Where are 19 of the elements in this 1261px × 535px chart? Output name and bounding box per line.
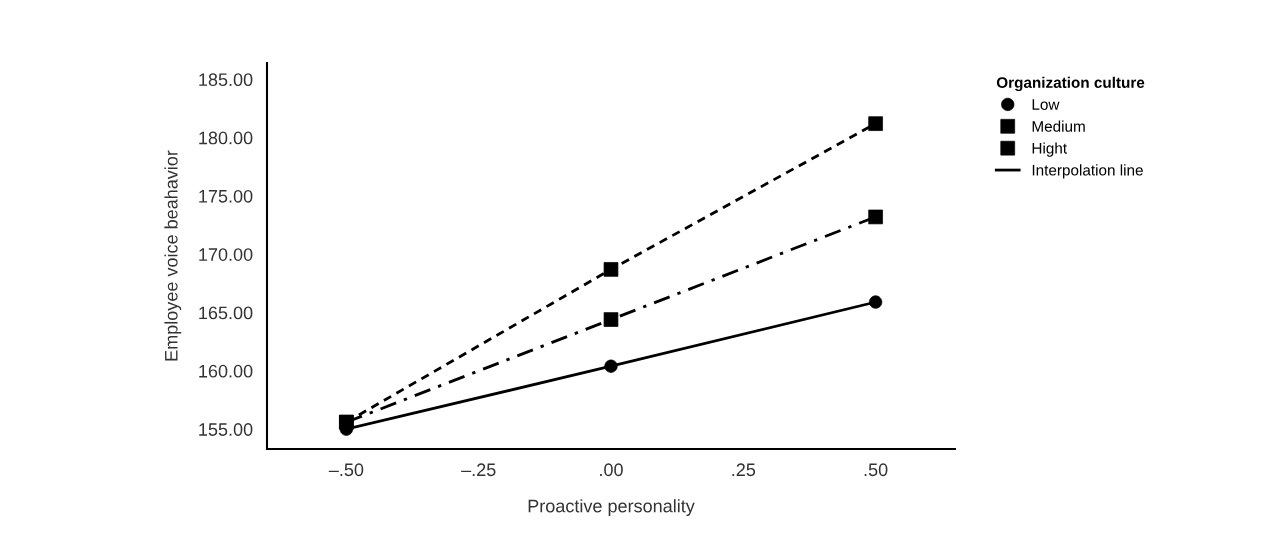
y-axis-title: Employee voice beahavior: [164, 150, 182, 361]
x-axis-title: Proactive personality: [528, 499, 695, 516]
y-tick-label: 180.00: [199, 131, 253, 145]
y-tick-label: 165.00: [199, 306, 253, 320]
x-tick-label: .25: [732, 463, 756, 477]
legend-label: Hight: [1032, 142, 1067, 157]
legend-title: Organization culture: [996, 76, 1145, 92]
y-tick-label: 175.00: [199, 189, 253, 203]
x-tick-label: .50: [864, 463, 888, 477]
x-tick-label: –.50: [328, 463, 364, 477]
legend-label: Low: [1032, 99, 1060, 110]
legend-label: Medium: [1032, 120, 1085, 132]
y-tick-label: 185.00: [199, 73, 253, 87]
y-tick-label: 170.00: [199, 248, 253, 261]
y-tick-label: 155.00: [199, 423, 253, 436]
legend-label: Interpolation line: [1032, 164, 1143, 179]
x-tick-label: .00: [600, 463, 623, 477]
y-tick-label: 160.00: [199, 364, 253, 378]
x-tick-label: –.25: [461, 463, 496, 477]
